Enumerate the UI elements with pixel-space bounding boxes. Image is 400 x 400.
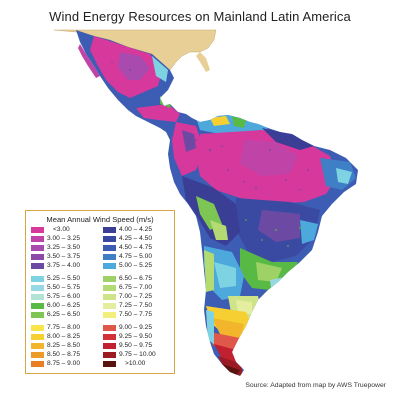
legend-item: 4.00 – 4.25 bbox=[103, 226, 175, 235]
legend-swatch bbox=[31, 235, 44, 242]
legend-swatch bbox=[31, 325, 44, 331]
legend-label: 9.25 – 9.50 bbox=[119, 332, 152, 340]
legend-label: 9.00 – 9.25 bbox=[119, 324, 152, 331]
legend-label: 4.00 – 4.25 bbox=[119, 226, 152, 233]
legend-label: 7.25 – 7.50 bbox=[119, 301, 152, 309]
legend-item: 3.50 – 3.75 bbox=[31, 253, 103, 262]
legend-item: 7.25 – 7.50 bbox=[103, 302, 175, 311]
legend-swatch bbox=[103, 262, 116, 269]
legend-item: 8.50 – 8.75 bbox=[31, 351, 103, 360]
legend-label: 3.00 – 3.25 bbox=[47, 234, 80, 242]
legend-label: 7.00 – 7.25 bbox=[119, 292, 152, 300]
legend-item: 4.25 – 4.50 bbox=[103, 235, 175, 244]
legend-label: 4.25 – 4.50 bbox=[119, 234, 152, 242]
legend-swatch bbox=[31, 351, 44, 358]
legend-item: 6.75 – 7.00 bbox=[103, 284, 175, 293]
legend-label: 5.50 – 5.75 bbox=[47, 283, 80, 291]
legend-swatch bbox=[31, 244, 44, 251]
legend-swatch bbox=[31, 227, 44, 233]
legend-swatch bbox=[103, 276, 116, 282]
legend-label: 7.50 – 7.75 bbox=[119, 310, 152, 318]
legend-label: 6.75 – 7.00 bbox=[119, 283, 152, 291]
legend-item: 6.25 – 6.50 bbox=[31, 311, 103, 320]
legend-label: 9.75 – 10.00 bbox=[119, 350, 156, 358]
legend-swatch bbox=[103, 325, 116, 331]
legend-swatch bbox=[31, 293, 44, 300]
legend-swatch bbox=[31, 253, 44, 260]
legend-item: 3.00 – 3.25 bbox=[31, 235, 103, 244]
legend-label: 5.25 – 5.50 bbox=[47, 275, 80, 282]
legend-label: 8.00 – 8.25 bbox=[47, 332, 80, 340]
legend-item: 8.25 – 8.50 bbox=[31, 342, 103, 351]
legend-swatch bbox=[103, 351, 116, 358]
legend-item: 9.50 – 9.75 bbox=[103, 342, 175, 351]
legend-item: 5.75 – 6.00 bbox=[31, 293, 103, 302]
legend-swatch bbox=[103, 342, 116, 349]
legend-item: 7.75 – 8.00 bbox=[31, 324, 103, 333]
legend-swatch bbox=[31, 333, 44, 340]
legend-item: 5.25 – 5.50 bbox=[31, 275, 103, 284]
legend-swatch bbox=[31, 342, 44, 349]
legend-label: >10.00 bbox=[125, 359, 146, 367]
legend-label: 8.75 – 9.00 bbox=[47, 359, 80, 367]
legend-swatch bbox=[31, 302, 44, 309]
legend-swatch bbox=[31, 276, 44, 282]
florida-land bbox=[196, 52, 210, 72]
legend-item: 4.75 – 5.00 bbox=[103, 253, 175, 262]
legend-item: 8.00 – 8.25 bbox=[31, 333, 103, 342]
legend-item: 9.00 – 9.25 bbox=[103, 324, 175, 333]
legend-title: Mean Annual Wind Speed (m/s) bbox=[46, 215, 154, 224]
source-note: Source: Adapted from map by AWS Truepowe… bbox=[245, 382, 386, 389]
legend-item: 5.50 – 5.75 bbox=[31, 284, 103, 293]
legend: Mean Annual Wind Speed (m/s) <3.00 3.00 –… bbox=[25, 210, 175, 374]
legend-swatch bbox=[31, 262, 44, 269]
legend-swatch bbox=[103, 302, 116, 309]
usa-land bbox=[53, 29, 217, 71]
legend-label: 4.75 – 5.00 bbox=[119, 252, 152, 260]
legend-swatch bbox=[103, 284, 116, 291]
legend-item: 5.00 – 5.25 bbox=[103, 262, 175, 271]
baja-land bbox=[78, 44, 100, 78]
legend-item: 3.25 – 3.50 bbox=[31, 244, 103, 253]
legend-label: 6.25 – 6.50 bbox=[47, 310, 80, 318]
wind-speckles bbox=[111, 61, 310, 191]
legend-item: 7.50 – 7.75 bbox=[103, 311, 175, 320]
legend-item: 7.00 – 7.25 bbox=[103, 293, 175, 302]
legend-swatch bbox=[103, 235, 116, 242]
legend-label: 6.00 – 6.25 bbox=[47, 301, 80, 309]
legend-label: 3.50 – 3.75 bbox=[47, 252, 80, 260]
legend-item: 9.25 – 9.50 bbox=[103, 333, 175, 342]
legend-item: 6.00 – 6.25 bbox=[31, 302, 103, 311]
legend-swatch bbox=[103, 253, 116, 260]
legend-label: 9.50 – 9.75 bbox=[119, 341, 152, 349]
legend-label: 8.25 – 8.50 bbox=[47, 341, 80, 349]
legend-swatch bbox=[103, 360, 116, 367]
legend-item: >10.00 bbox=[103, 360, 175, 369]
legend-swatch bbox=[103, 227, 116, 233]
legend-item: 4.50 – 4.75 bbox=[103, 244, 175, 253]
legend-swatch bbox=[31, 311, 44, 318]
legend-swatch bbox=[103, 293, 116, 300]
legend-item: 6.50 – 6.75 bbox=[103, 275, 175, 284]
legend-item: 9.75 – 10.00 bbox=[103, 351, 175, 360]
legend-swatch bbox=[31, 360, 44, 367]
legend-label: 3.75 – 4.00 bbox=[47, 261, 80, 269]
legend-label: 3.25 – 3.50 bbox=[47, 243, 80, 251]
legend-label: 7.75 – 8.00 bbox=[47, 324, 80, 331]
legend-swatch bbox=[103, 311, 116, 318]
legend-label: 8.50 – 8.75 bbox=[47, 350, 80, 358]
legend-label: 4.50 – 4.75 bbox=[119, 243, 152, 251]
legend-item: 8.75 – 9.00 bbox=[31, 360, 103, 369]
legend-item: 3.75 – 4.00 bbox=[31, 262, 103, 271]
legend-label: 5.00 – 5.25 bbox=[119, 261, 152, 269]
legend-swatch bbox=[103, 333, 116, 340]
legend-label: 6.50 – 6.75 bbox=[119, 275, 152, 282]
legend-swatch bbox=[31, 284, 44, 291]
legend-swatch bbox=[103, 244, 116, 251]
legend-item: <3.00 bbox=[31, 226, 103, 235]
legend-label: <3.00 bbox=[53, 226, 70, 233]
map-title: Wind Energy Resources on Mainland Latin … bbox=[49, 9, 351, 24]
legend-label: 5.75 – 6.00 bbox=[47, 292, 80, 300]
